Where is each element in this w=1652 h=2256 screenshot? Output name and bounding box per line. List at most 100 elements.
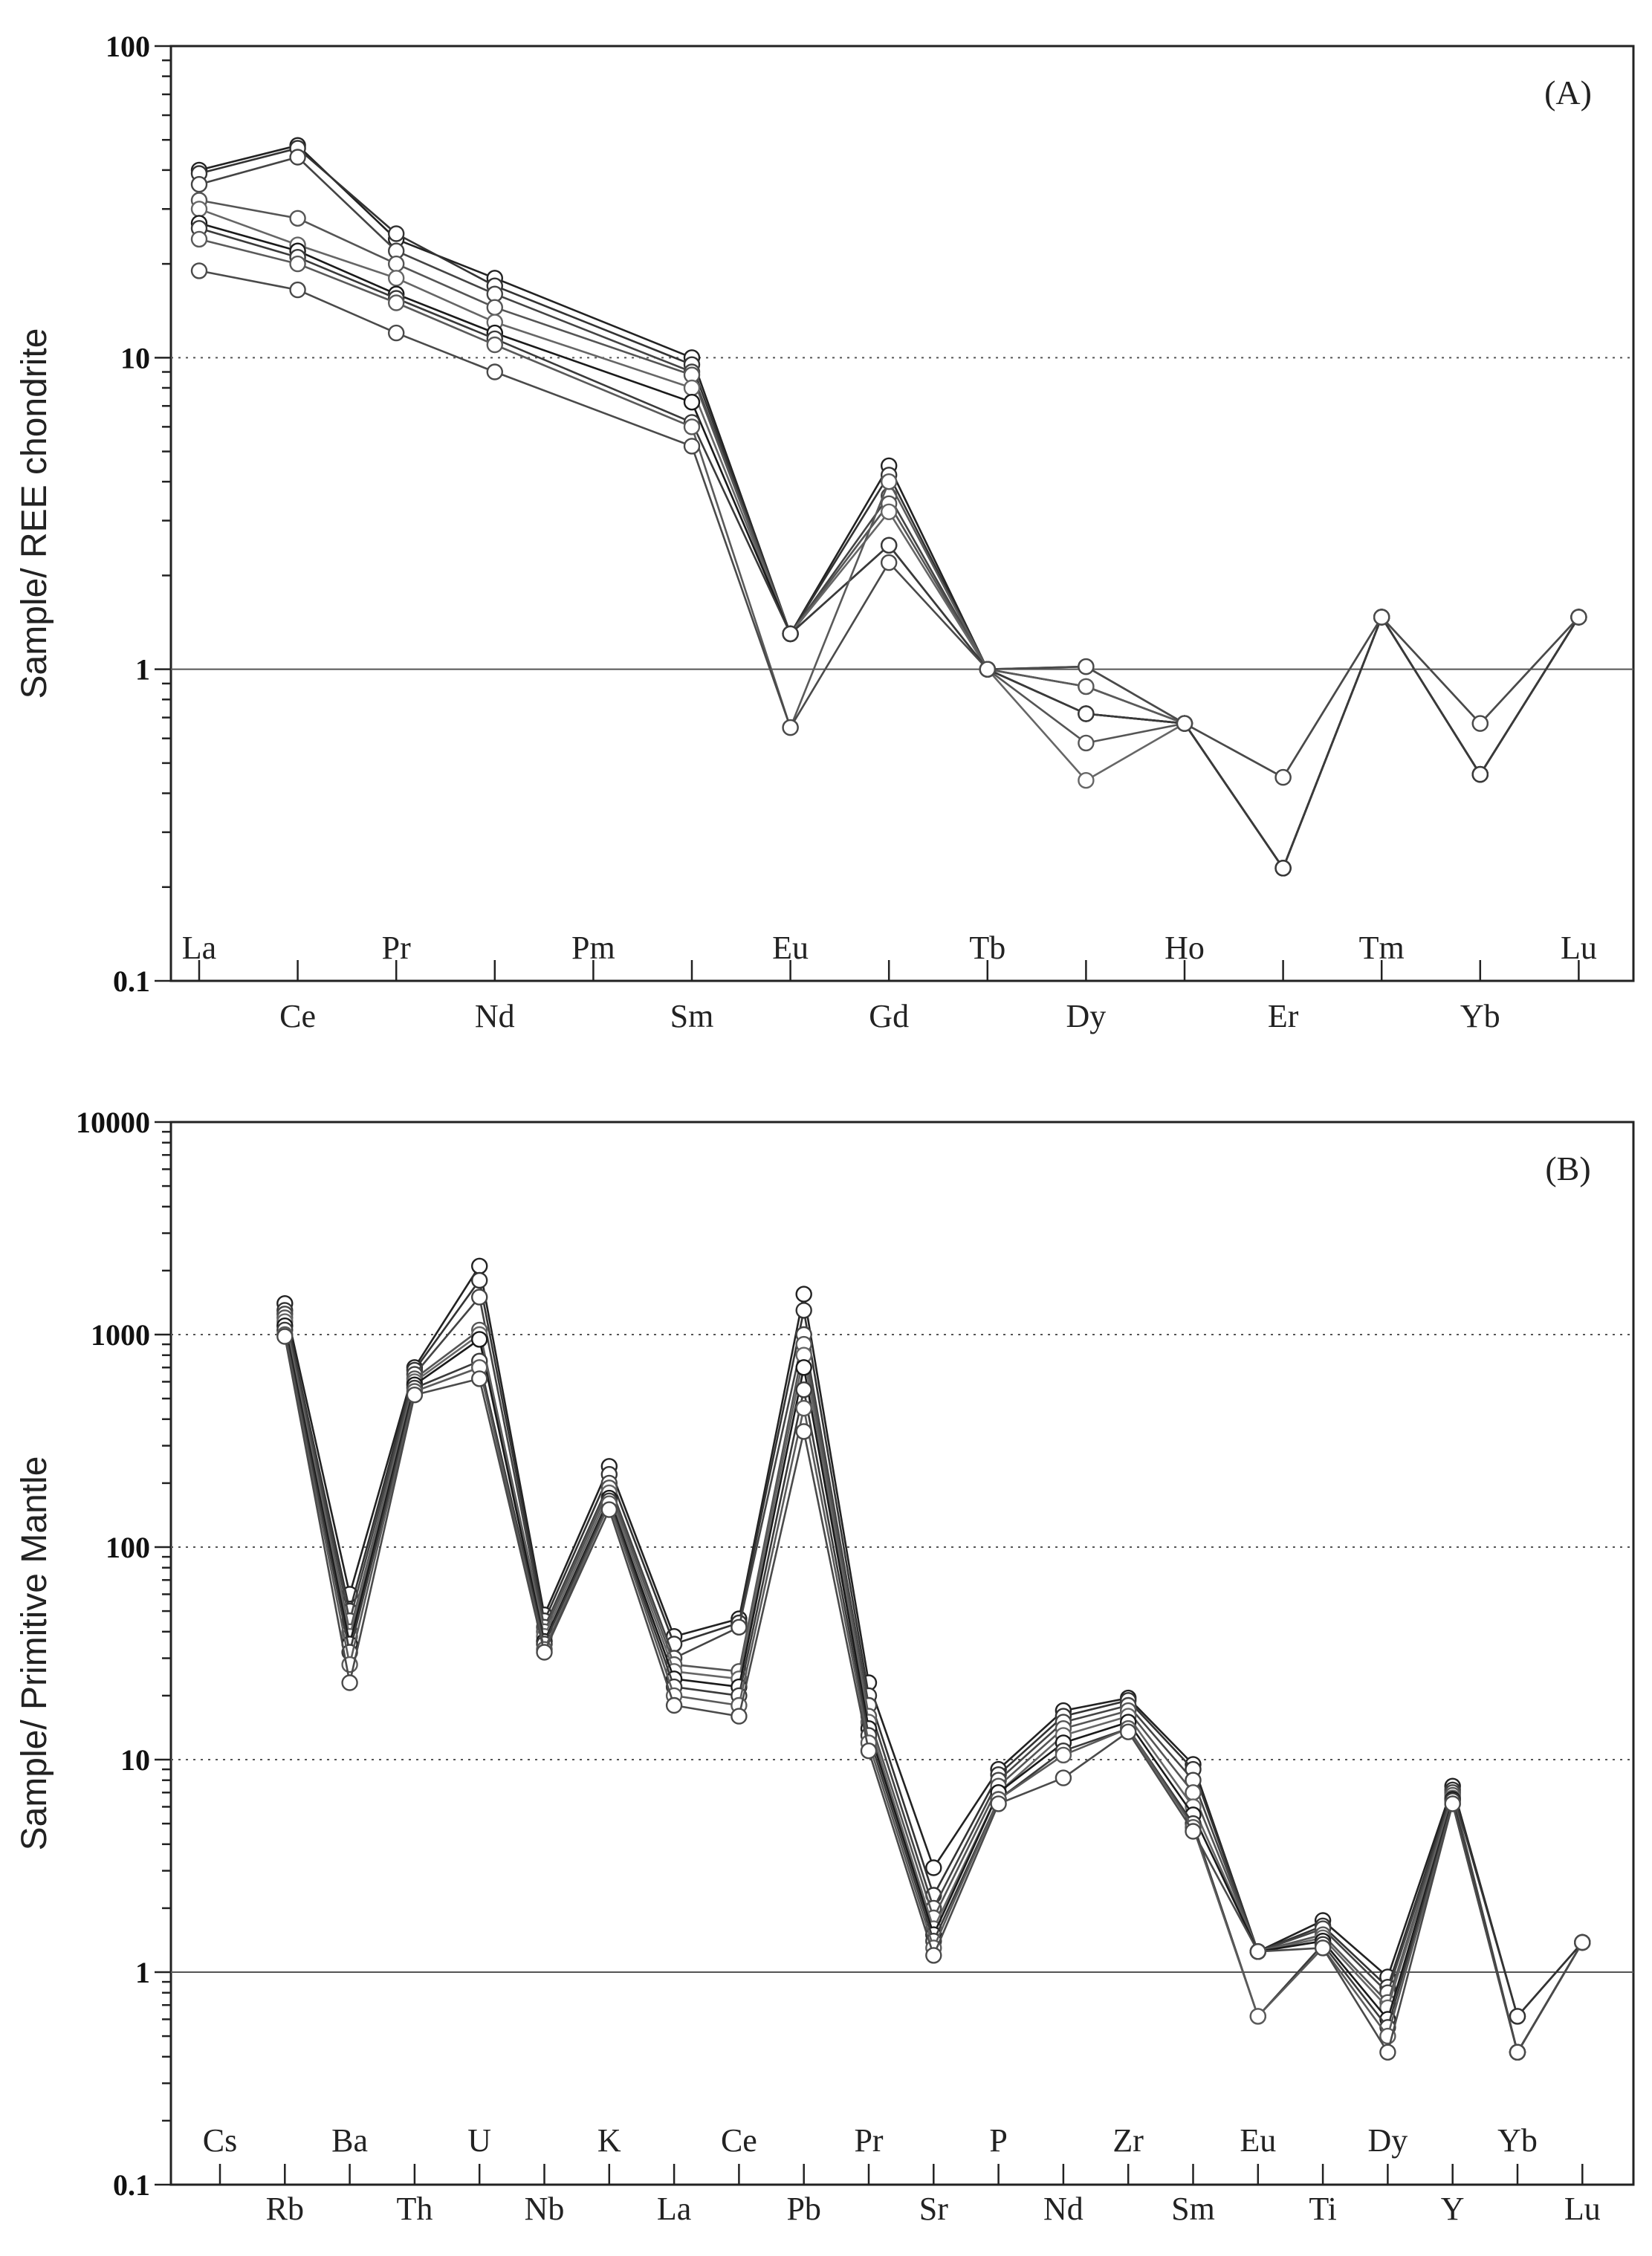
x-tick-label: Ce xyxy=(721,2122,757,2159)
data-point xyxy=(1509,2043,1526,2061)
x-tick-label: Sm xyxy=(670,998,714,1034)
x-tick-label: Nd xyxy=(1043,2191,1083,2227)
x-tick-label: Ho xyxy=(1165,930,1205,966)
data-point xyxy=(289,281,306,299)
y-axis-title: Sample/ Primitive Mantle xyxy=(15,1456,54,1851)
data-point xyxy=(782,719,799,736)
data-point xyxy=(1471,765,1489,783)
x-tick-label: Rb xyxy=(266,2191,304,2227)
y-tick-label: 0.1 xyxy=(113,2168,150,2202)
plot-frame xyxy=(169,1121,1635,2186)
x-tick-label: Tb xyxy=(969,930,1005,966)
data-point xyxy=(1055,1746,1072,1764)
x-tick-label: Th xyxy=(396,2191,433,2227)
data-point xyxy=(388,225,405,242)
data-point xyxy=(1078,658,1095,675)
panel-label: (A) xyxy=(1544,74,1592,111)
x-tick-label: Lu xyxy=(1561,930,1597,966)
x-tick-label: Y xyxy=(1441,2191,1465,2227)
data-point xyxy=(190,262,208,279)
x-tick-label: Ti xyxy=(1309,2191,1337,2227)
data-point xyxy=(536,1644,553,1661)
y-tick-label: 100 xyxy=(106,1531,150,1564)
data-point xyxy=(190,230,208,248)
data-point xyxy=(1176,715,1193,732)
y-tick-label: 0.1 xyxy=(113,965,150,998)
y-axis-title: Sample/ REE chondrite xyxy=(15,328,54,699)
data-point xyxy=(341,1674,358,1691)
data-point xyxy=(795,1286,812,1303)
data-point xyxy=(289,210,306,227)
data-point xyxy=(731,1618,748,1636)
data-point xyxy=(1570,609,1587,626)
data-point xyxy=(1185,1784,1202,1801)
data-point xyxy=(1574,1934,1591,1951)
data-point xyxy=(683,394,701,411)
data-point xyxy=(795,1359,812,1376)
x-tick-label: Pr xyxy=(382,930,411,966)
data-point xyxy=(276,1328,294,1345)
data-point xyxy=(990,1795,1007,1812)
data-point xyxy=(471,1257,488,1275)
x-tick-label: Yb xyxy=(1497,2122,1538,2159)
y-tick-label: 10000 xyxy=(76,1106,150,1139)
x-tick-label: Zr xyxy=(1112,2122,1144,2159)
plot-frame xyxy=(169,45,1635,982)
data-point xyxy=(486,336,503,354)
data-point xyxy=(388,324,405,342)
x-tick-label: Eu xyxy=(772,930,809,966)
data-point xyxy=(1471,715,1489,732)
data-point xyxy=(471,1331,488,1348)
data-point xyxy=(795,1399,812,1417)
data-point xyxy=(731,1708,748,1725)
series-sample-7 xyxy=(190,220,1587,877)
x-tick-label: U xyxy=(467,2122,491,2159)
data-point xyxy=(925,1859,942,1876)
data-point xyxy=(1379,2043,1396,2061)
x-tick-label: La xyxy=(182,930,216,966)
panel-a: 0.1 1 10 100 La Ce Pr Nd Pm Sm Eu Gd Tb Dy Ho Er Tm Yb Lu S… xyxy=(15,30,1635,1034)
data-point xyxy=(1249,2008,1267,2025)
data-point xyxy=(1274,860,1292,877)
x-tick-label: Cs xyxy=(203,2122,237,2159)
x-tick-label: Eu xyxy=(1240,2122,1276,2159)
data-point xyxy=(190,201,208,218)
data-point xyxy=(1314,1939,1332,1957)
data-point xyxy=(471,1271,488,1289)
x-tick-label: Dy xyxy=(1368,2122,1408,2159)
x-tick-label: Gd xyxy=(869,998,909,1034)
data-point xyxy=(665,1696,683,1714)
data-point xyxy=(925,1947,942,1964)
data-point xyxy=(795,1302,812,1319)
data-point xyxy=(1373,609,1390,626)
data-point xyxy=(1119,1723,1137,1740)
x-tick-label: Sm xyxy=(1171,2191,1215,2227)
data-point xyxy=(388,270,405,287)
data-point xyxy=(471,1370,488,1387)
data-point xyxy=(880,554,898,571)
data-point xyxy=(471,1289,488,1306)
panel-b: 0.1 1 10 100 1000 10000 Cs Rb Ba Th U Nb K La Ce Pb Pr Sr… xyxy=(15,1106,1635,2227)
x-tick-label: Er xyxy=(1268,998,1299,1034)
x-tick-label: Pb xyxy=(786,2191,820,2227)
data-point xyxy=(486,363,503,380)
series-line xyxy=(198,227,1580,869)
data-point xyxy=(600,1501,618,1518)
data-point xyxy=(683,418,701,435)
x-tick-label: Dy xyxy=(1066,998,1107,1034)
data-point xyxy=(880,537,898,554)
data-point xyxy=(1274,768,1292,786)
data-point xyxy=(880,473,898,490)
x-tick-label: P xyxy=(989,2122,1007,2159)
data-point xyxy=(880,503,898,520)
data-point xyxy=(388,294,405,311)
x-tick-label: Nb xyxy=(525,2191,565,2227)
series-line xyxy=(198,270,1580,779)
data-point xyxy=(860,1742,878,1760)
x-tick-label: Pr xyxy=(854,2122,883,2159)
y-tick-label: 1 xyxy=(135,653,150,687)
data-point xyxy=(1078,678,1095,696)
data-point xyxy=(979,661,997,678)
y-tick-label: 100 xyxy=(106,30,150,63)
data-point xyxy=(388,255,405,273)
